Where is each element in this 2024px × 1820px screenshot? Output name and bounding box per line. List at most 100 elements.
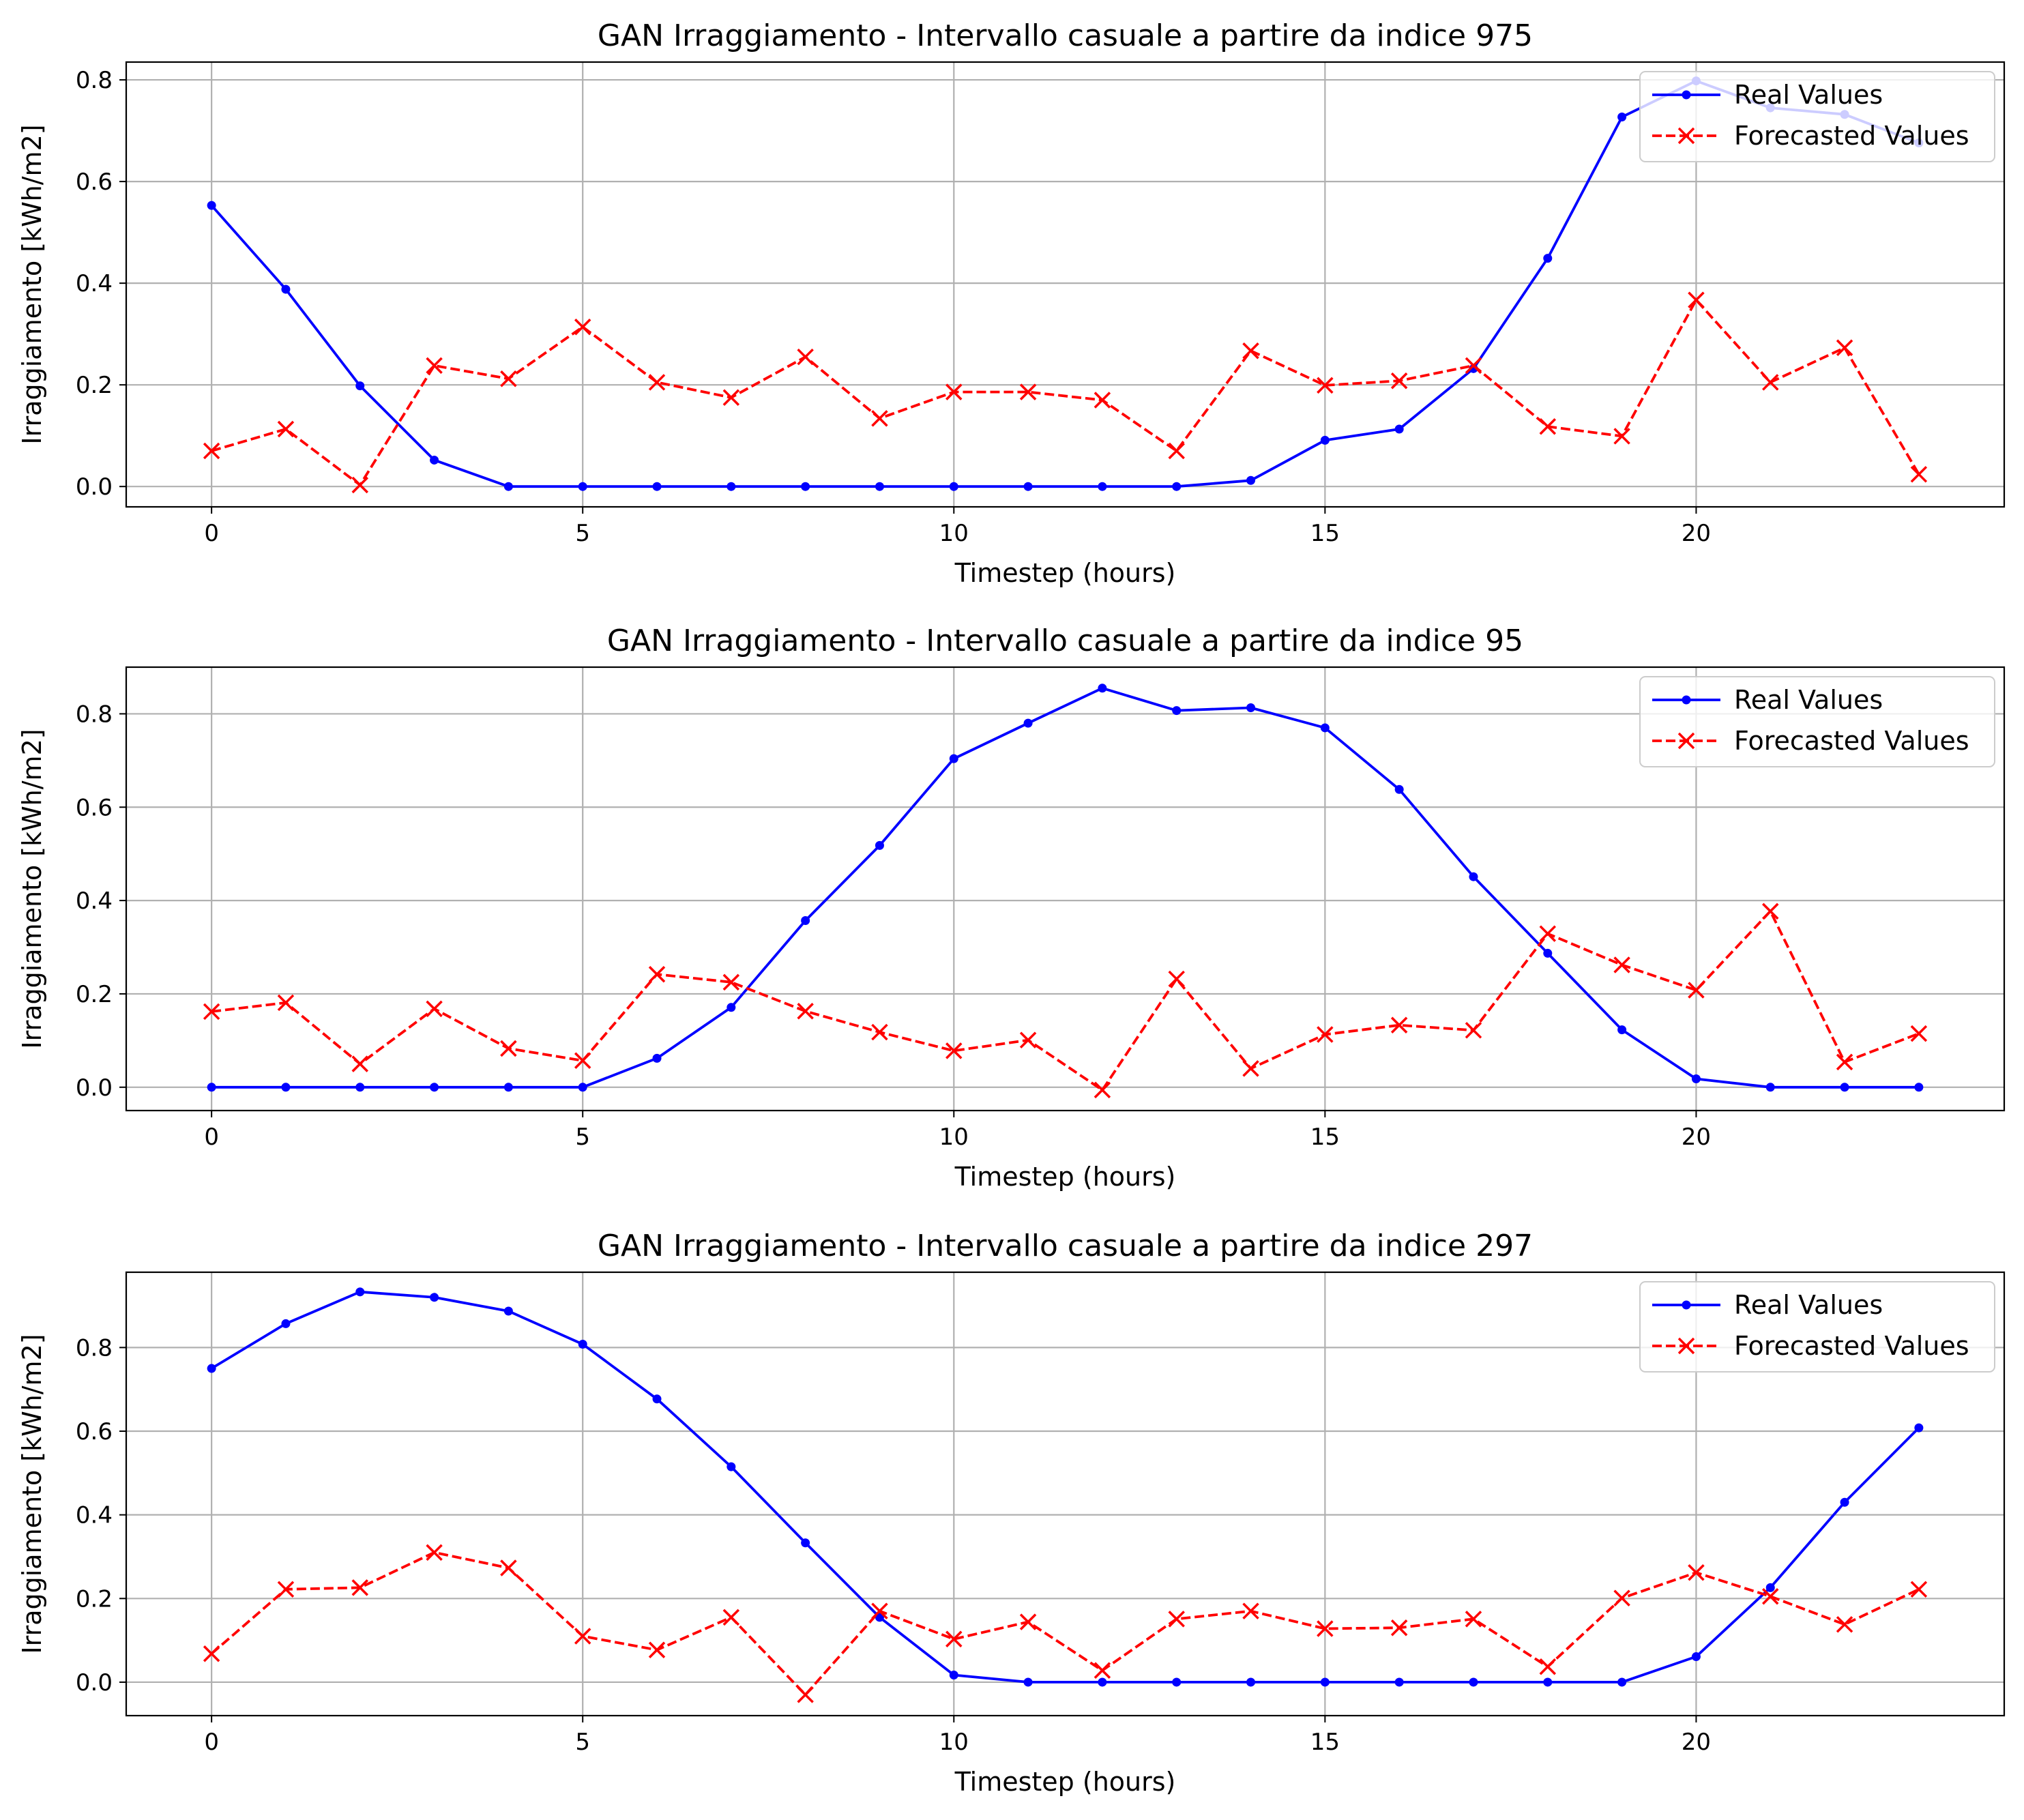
real-values-point (1320, 723, 1330, 733)
forecasted-values-point (1836, 1053, 1853, 1071)
forecasted-values-point (1762, 374, 1779, 391)
forecasted-values-point (1019, 1031, 1037, 1048)
y-tick-label: 0.4 (76, 887, 113, 915)
real-values-point (1914, 1423, 1924, 1433)
real-values-point (1691, 1652, 1701, 1662)
real-values-point (578, 1083, 587, 1092)
forecasted-values-point (1910, 1581, 1928, 1598)
forecasted-values-point (1094, 1662, 1111, 1679)
real-values-point (281, 1083, 291, 1092)
y-tick-label: 0.8 (76, 701, 113, 728)
forecasted-values-line (211, 909, 1920, 1091)
real-values-point (355, 1083, 365, 1092)
real-values-point (727, 482, 736, 491)
x-axis-label: Timestep (hours) (954, 558, 1176, 588)
real-values-point (503, 1306, 513, 1316)
real-values-point (1765, 1083, 1775, 1092)
real-values-point (801, 916, 810, 926)
forecasted-values-point (1317, 1026, 1334, 1043)
x-tick-label: 0 (204, 520, 219, 547)
y-axis-label: Irraggiamento [kWh/m2] (17, 1334, 47, 1654)
forecasted-values-point (426, 1544, 443, 1561)
forecasted-values-point (1317, 1620, 1334, 1637)
legend-forecasted-values-marker (1677, 732, 1695, 750)
real-values-point (1691, 1074, 1701, 1083)
x-tick-label: 20 (1682, 1124, 1711, 1151)
forecasted-values-point (1836, 1616, 1853, 1633)
real-values-line (211, 1290, 1920, 1684)
y-tick-label: 0.2 (76, 372, 113, 399)
y-axis-label: Irraggiamento [kWh/m2] (17, 729, 47, 1048)
forecasted-values-point (1910, 1025, 1928, 1042)
y-tick-label: 0.2 (76, 981, 113, 1008)
forecasted-values-point (871, 1023, 888, 1041)
forecasted-values-point (351, 1579, 369, 1596)
x-tick-label: 10 (939, 520, 969, 547)
real-values-point (430, 1083, 439, 1092)
forecasted-values-point (945, 1630, 963, 1648)
forecasted-values-point (574, 318, 591, 336)
x-tick-label: 0 (204, 1729, 219, 1756)
forecasted-values-point (500, 370, 517, 387)
forecasted-values-point (797, 348, 814, 366)
forecasted-values-point (1242, 342, 1259, 359)
x-tick-label: 15 (1310, 1124, 1340, 1151)
legend-box (1639, 1281, 1995, 1373)
forecasted-values-point (1762, 1588, 1779, 1605)
forecasted-values-point (426, 1000, 443, 1018)
legend-forecasted-values-label: Forecasted Values (1734, 726, 1969, 756)
forecasted-values-point (277, 994, 295, 1012)
forecasted-values-point (648, 1641, 666, 1658)
forecasted-values-line (211, 298, 1920, 486)
axes-frame (125, 61, 2006, 508)
real-values-point (875, 840, 884, 850)
legend-real-values-label: Real Values (1734, 1290, 1883, 1320)
forecasted-values-point (351, 476, 369, 494)
x-axis-label: Timestep (hours) (954, 1767, 1176, 1797)
forecasted-values-point (722, 973, 740, 991)
x-axis-label: Timestep (hours) (954, 1162, 1176, 1192)
real-values-point (1098, 482, 1107, 491)
forecasted-values-point (1613, 956, 1630, 973)
real-values-point (1246, 1677, 1256, 1687)
real-values-point (875, 1613, 884, 1622)
forecasted-values-point (1539, 1658, 1557, 1675)
real-values-point (281, 284, 291, 294)
real-values-point (503, 1083, 513, 1092)
real-values-point (1023, 482, 1033, 491)
legend: Real Values Forecasted Values (1639, 676, 1995, 767)
y-tick-label: 0.2 (76, 1585, 113, 1613)
x-tick-label: 10 (939, 1729, 969, 1756)
real-values-point (355, 1287, 365, 1297)
legend-forecasted-values-label: Forecasted Values (1734, 1331, 1969, 1361)
axes-frame (125, 1271, 2006, 1717)
real-values-point (207, 1083, 216, 1092)
chart-title: GAN Irraggiamento - Intervallo casuale a… (598, 18, 1533, 53)
real-values-point (355, 381, 365, 391)
forecasted-values-point (277, 420, 295, 438)
axes-frame (125, 666, 2006, 1112)
forecasted-values-point (1465, 1022, 1482, 1039)
y-tick-label: 0.6 (76, 1418, 113, 1445)
chart-title: GAN Irraggiamento - Intervallo casuale a… (598, 1229, 1533, 1263)
legend-forecasted-values-marker (1677, 1337, 1695, 1355)
forecasted-values-point (1688, 982, 1705, 999)
real-values-point (1617, 112, 1627, 121)
forecasted-values-point (1688, 291, 1705, 308)
real-values-point (281, 1319, 291, 1328)
forecasted-values-point (1465, 357, 1482, 375)
forecasted-values-point (1390, 1619, 1408, 1636)
forecasted-values-point (1465, 1611, 1482, 1628)
forecasted-values-point (1168, 442, 1185, 460)
real-values-point (578, 482, 587, 491)
x-tick-label: 5 (575, 1729, 590, 1756)
real-values-point (578, 1339, 587, 1349)
forecasted-values-point (797, 1686, 814, 1703)
legend-real-values-marker (1682, 1300, 1691, 1310)
real-values-point (1469, 1677, 1478, 1687)
y-tick-label: 0.0 (76, 1074, 113, 1102)
x-tick-label: 20 (1682, 520, 1711, 547)
legend-box (1639, 71, 1995, 162)
real-values-point (1394, 784, 1404, 794)
